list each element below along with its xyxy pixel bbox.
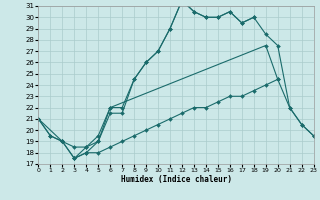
X-axis label: Humidex (Indice chaleur): Humidex (Indice chaleur) [121,175,231,184]
